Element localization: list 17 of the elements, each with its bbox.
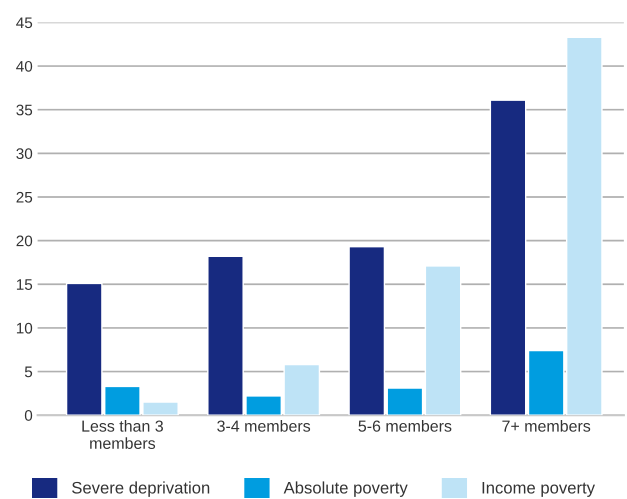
y-tick-label: 40 <box>16 60 32 72</box>
y-tick-label: 25 <box>16 192 32 203</box>
y-tick-label: 15 <box>16 279 32 290</box>
y-tick-label: 45 <box>16 17 32 28</box>
y-tick-label: 20 <box>16 235 32 246</box>
x-tick-label: 5-6 members <box>358 420 452 432</box>
y-tick-label: 0 <box>24 410 32 421</box>
y-tick-label: 5 <box>24 366 32 378</box>
legend-label: Absolute poverty <box>284 481 408 497</box>
legend-label: Income poverty <box>482 482 595 497</box>
x-tick-label: Less than 3 members <box>82 420 163 449</box>
y-tick-label: 35 <box>16 104 32 116</box>
x-tick-label: 3-4 members <box>217 420 310 432</box>
x-tick-label: 7+ members <box>502 420 590 432</box>
y-tick-label: 30 <box>16 148 32 160</box>
y-tick-label: 10 <box>16 322 32 334</box>
legend-label: Severe deprivation <box>72 481 210 497</box>
